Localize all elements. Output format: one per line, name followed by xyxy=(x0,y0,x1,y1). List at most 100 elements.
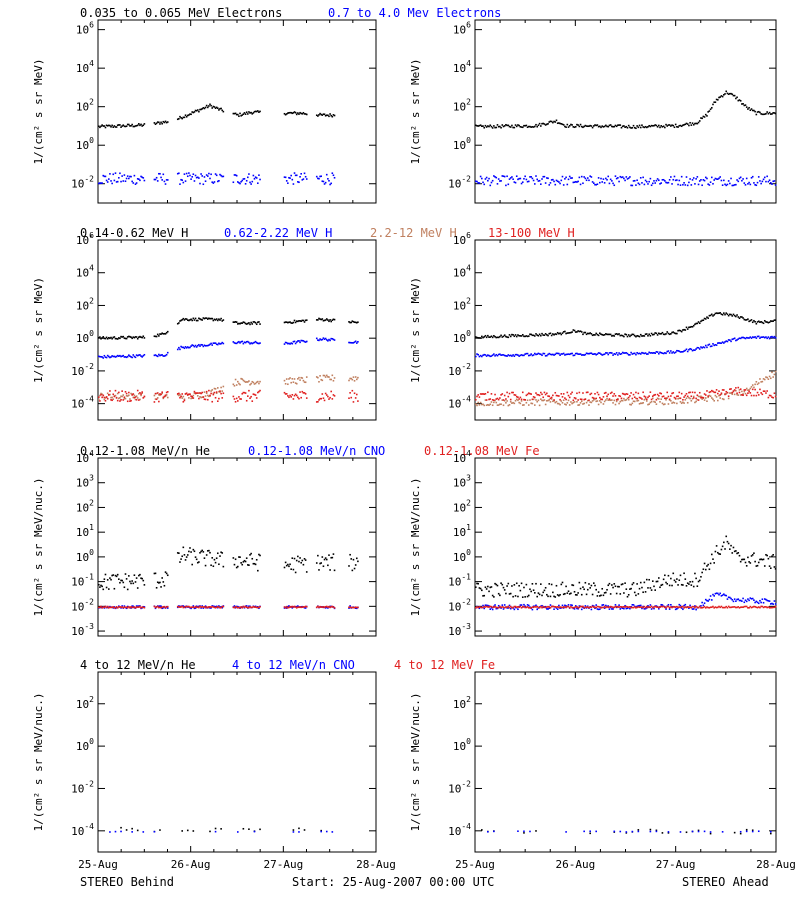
data-point xyxy=(713,314,715,316)
data-point xyxy=(138,606,140,608)
data-point xyxy=(614,124,617,127)
data-point xyxy=(550,120,553,123)
data-point xyxy=(584,124,587,127)
data-point xyxy=(289,321,291,323)
data-point xyxy=(111,574,113,577)
data-point xyxy=(540,183,542,185)
data-point xyxy=(606,397,608,400)
data-point xyxy=(526,335,529,338)
data-point xyxy=(755,565,758,567)
data-point xyxy=(757,561,760,564)
data-point xyxy=(726,598,729,600)
data-point xyxy=(580,354,583,356)
data-point xyxy=(153,335,156,338)
data-point xyxy=(134,581,137,583)
data-point xyxy=(491,179,494,182)
data-point xyxy=(204,395,207,397)
data-point xyxy=(642,335,644,337)
data-point xyxy=(495,353,498,356)
data-point xyxy=(701,571,703,574)
data-point xyxy=(773,319,776,321)
data-point xyxy=(130,399,132,402)
data-point xyxy=(241,378,244,380)
data-point xyxy=(497,125,500,128)
data-point xyxy=(590,584,593,587)
data-point xyxy=(753,319,755,322)
data-point xyxy=(195,558,198,561)
data-point xyxy=(106,337,109,340)
data-point xyxy=(653,124,655,127)
data-point xyxy=(129,335,131,338)
data-point xyxy=(188,346,190,349)
data-point xyxy=(299,341,301,344)
data-point xyxy=(692,324,695,327)
data-point xyxy=(719,96,722,98)
data-point xyxy=(621,176,624,178)
data-point xyxy=(332,553,335,555)
data-point xyxy=(531,606,534,608)
data-point xyxy=(129,398,131,400)
data-point xyxy=(548,395,551,398)
data-point xyxy=(543,606,546,609)
data-point xyxy=(518,606,520,609)
data-point xyxy=(561,332,564,334)
data-point xyxy=(221,109,224,112)
data-point xyxy=(513,335,516,338)
data-point xyxy=(565,176,567,179)
data-point xyxy=(530,333,532,336)
data-point xyxy=(662,578,665,581)
data-point xyxy=(184,318,187,320)
data-point xyxy=(719,592,722,595)
data-point xyxy=(769,394,772,397)
data-point xyxy=(509,400,512,403)
data-point xyxy=(553,354,555,356)
data-point xyxy=(766,606,768,609)
data-point xyxy=(164,394,167,397)
data-point xyxy=(666,182,669,184)
data-point xyxy=(195,605,198,608)
data-point xyxy=(284,607,287,609)
data-point xyxy=(115,337,118,340)
data-point xyxy=(619,593,622,595)
data-point xyxy=(159,581,161,584)
data-point xyxy=(544,586,547,589)
data-point xyxy=(320,318,322,321)
data-point xyxy=(694,323,696,326)
data-point xyxy=(142,354,145,357)
data-point xyxy=(762,113,765,116)
data-point xyxy=(618,604,620,606)
data-point xyxy=(321,606,324,609)
data-point xyxy=(213,342,216,344)
data-point xyxy=(774,395,777,398)
data-point xyxy=(718,593,720,596)
data-point xyxy=(591,126,594,129)
data-point xyxy=(203,317,206,320)
data-point xyxy=(485,604,488,607)
data-point xyxy=(724,313,726,316)
data-point xyxy=(108,588,110,590)
data-point xyxy=(573,608,576,610)
data-point xyxy=(98,336,100,339)
data-point xyxy=(315,114,318,117)
data-point xyxy=(691,391,694,394)
data-point xyxy=(715,178,718,180)
data-point xyxy=(294,321,297,324)
data-point xyxy=(607,393,610,396)
data-point xyxy=(328,554,330,556)
data-point xyxy=(517,399,519,402)
data-point xyxy=(586,605,589,608)
data-point xyxy=(185,556,188,558)
data-point xyxy=(633,334,636,337)
y-tick-label: 102 xyxy=(453,296,471,312)
data-point xyxy=(607,399,610,401)
data-point xyxy=(615,177,618,180)
data-point xyxy=(767,378,770,380)
data-point xyxy=(608,399,611,401)
data-point xyxy=(205,390,208,393)
data-point xyxy=(297,605,299,607)
data-point xyxy=(520,182,523,185)
data-point xyxy=(108,178,110,180)
data-point xyxy=(679,184,682,186)
data-point xyxy=(303,829,306,831)
data-point xyxy=(102,357,105,359)
